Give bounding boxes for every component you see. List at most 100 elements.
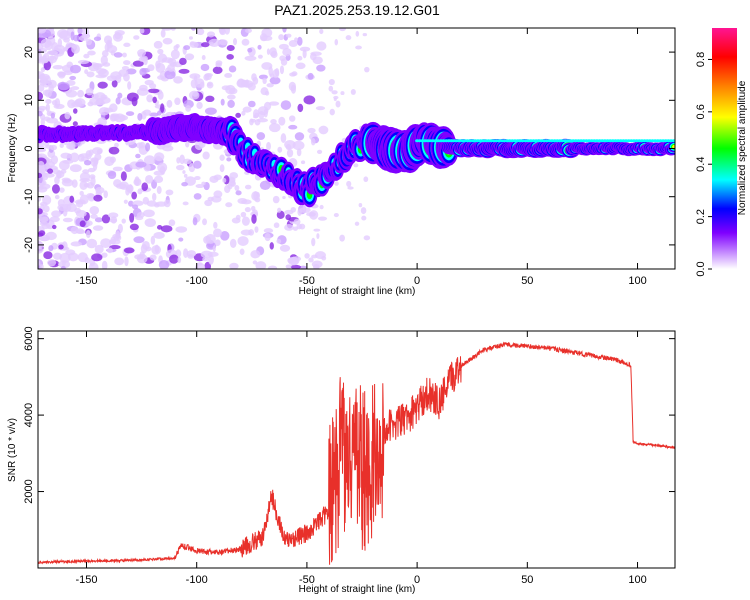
- spectrogram-speckle: [350, 89, 356, 95]
- spectrogram-speckle: [131, 191, 137, 200]
- spectrogram-speckle: [46, 117, 58, 124]
- spectrogram-speckle: [148, 112, 159, 117]
- spectrogram-speckle: [150, 235, 156, 245]
- spectrogram-speckle: [188, 36, 193, 40]
- spectrogram-speckle: [108, 244, 121, 250]
- x-tick-label: 100: [628, 574, 646, 586]
- spectrogram-speckle: [87, 167, 96, 173]
- spectrogram-speckle: [38, 184, 44, 191]
- spectrogram-speckle: [114, 257, 125, 266]
- spectrogram-speckle: [129, 212, 135, 223]
- spectrogram-speckle: [335, 100, 341, 108]
- spectrogram-speckle: [137, 49, 147, 57]
- spectrogram-speckle: [303, 95, 316, 105]
- spectrogram-speckle: [127, 81, 132, 90]
- spectrogram-speckle: [177, 256, 182, 264]
- spectrogram-speckle: [43, 251, 53, 260]
- spectrogram-speckle: [318, 125, 329, 135]
- spectrogram-speckle: [312, 56, 323, 65]
- spectrogram-speckle: [237, 78, 245, 88]
- spectrogram-speckle: [101, 214, 111, 224]
- spectrogram-speckle: [297, 36, 303, 46]
- spectrogram-speckle: [201, 181, 206, 186]
- colorbar-label: Normalized spectral amplitude: [737, 80, 748, 215]
- spectrogram-speckle: [169, 254, 179, 264]
- spectrogram-speckle: [64, 111, 71, 120]
- spectrogram-speckle: [69, 164, 82, 173]
- spectrogram-speckle: [128, 200, 134, 207]
- spectrogram-speckle: [207, 82, 212, 87]
- spectrogram-speckle: [218, 28, 225, 35]
- spectrogram-speckle: [48, 245, 54, 252]
- spectrogram-speckle: [204, 199, 213, 207]
- spectrogram-speckle: [154, 175, 164, 184]
- spectrogram-speckle: [266, 141, 271, 151]
- spectrogram-speckle: [137, 112, 143, 121]
- spectrogram-speckle: [250, 250, 261, 259]
- spectrogram-speckle: [38, 56, 44, 63]
- spectrogram-speckle: [45, 103, 50, 112]
- spectrogram-speckle: [60, 152, 72, 159]
- spectrogram-speckle: [38, 208, 43, 215]
- spectrogram-speckle: [49, 216, 60, 223]
- snr-plot: -150 -100 -50 0 50 100 2000 4000 6000 Height of…: [7, 326, 676, 595]
- spectrogram-speckle: [121, 218, 126, 224]
- spectrogram-speckle: [316, 64, 326, 72]
- spectrogram-speckle: [355, 30, 360, 37]
- spectrogram-speckle: [133, 178, 142, 186]
- spectrogram-speckle: [57, 82, 70, 91]
- spectrogram-speckle: [106, 41, 113, 49]
- spectrogram-speckle: [145, 175, 154, 184]
- snr-frame: [37, 330, 676, 569]
- spectrogram-speckle: [43, 205, 50, 213]
- spectrogram-speckle: [205, 95, 215, 103]
- spectrogram-speckle: [73, 34, 80, 42]
- spectrogram-speckle: [94, 244, 104, 254]
- spectrogram-speckle: [296, 148, 302, 157]
- spectrogram-speckle: [43, 172, 55, 178]
- spectrogram-y-label: Frequency (Hz): [7, 114, 18, 183]
- spectrogram-speckle: [296, 223, 303, 230]
- spectrogram-speckle: [158, 260, 170, 269]
- spectrogram-speckle: [355, 45, 362, 50]
- spectrogram-speckle: [183, 173, 188, 178]
- spectrogram-speckle: [196, 28, 205, 36]
- spectrogram-speckle: [193, 160, 202, 169]
- spectrogram-speckle: [299, 46, 311, 52]
- spectrogram-speckle: [257, 54, 263, 59]
- spectrogram-speckle: [239, 248, 245, 256]
- spectrogram-speckle: [123, 60, 131, 66]
- y-tick-label: 0: [23, 145, 35, 151]
- spectrogram-speckle: [193, 193, 202, 200]
- spectrogram-speckle: [208, 254, 214, 265]
- spectrogram-speckle: [93, 194, 103, 202]
- spectrogram-speckle: [300, 160, 306, 165]
- spectrogram-speckle: [277, 146, 283, 153]
- spectrogram-speckle: [240, 211, 247, 218]
- spectrogram-speckle: [252, 260, 258, 265]
- spectrogram-speckle: [38, 196, 42, 202]
- spectrogram-speckle: [264, 90, 270, 96]
- spectrogram-speckle: [160, 29, 166, 38]
- spectrogram-speckle: [277, 207, 282, 213]
- spectrogram-speckle: [249, 118, 254, 126]
- spectrogram-speckle: [135, 215, 144, 221]
- spectrogram-speckle: [69, 195, 75, 203]
- spectrogram-speckle: [38, 110, 43, 117]
- spectrogram-speckle: [154, 244, 160, 254]
- spectrogram-speckle: [93, 158, 99, 165]
- spectrogram-speckle: [274, 68, 280, 77]
- spectrogram-speckle: [315, 106, 326, 111]
- spectrogram-speckle: [95, 186, 105, 194]
- chart-title: PAZ1.2025.253.19.12.G01: [274, 2, 440, 18]
- spectrogram-speckle: [279, 244, 291, 252]
- spectrogram-speckle: [136, 142, 143, 149]
- spectrogram-speckle: [77, 59, 89, 65]
- spectrogram-speckle: [257, 44, 262, 50]
- spectrogram-speckle: [213, 228, 223, 238]
- spectrogram-speckle: [333, 212, 339, 218]
- spectrogram-speckle: [229, 238, 237, 248]
- spectrogram-speckle: [114, 142, 119, 148]
- spectrogram-speckle: [108, 212, 119, 219]
- spectrogram-speckle: [189, 41, 196, 46]
